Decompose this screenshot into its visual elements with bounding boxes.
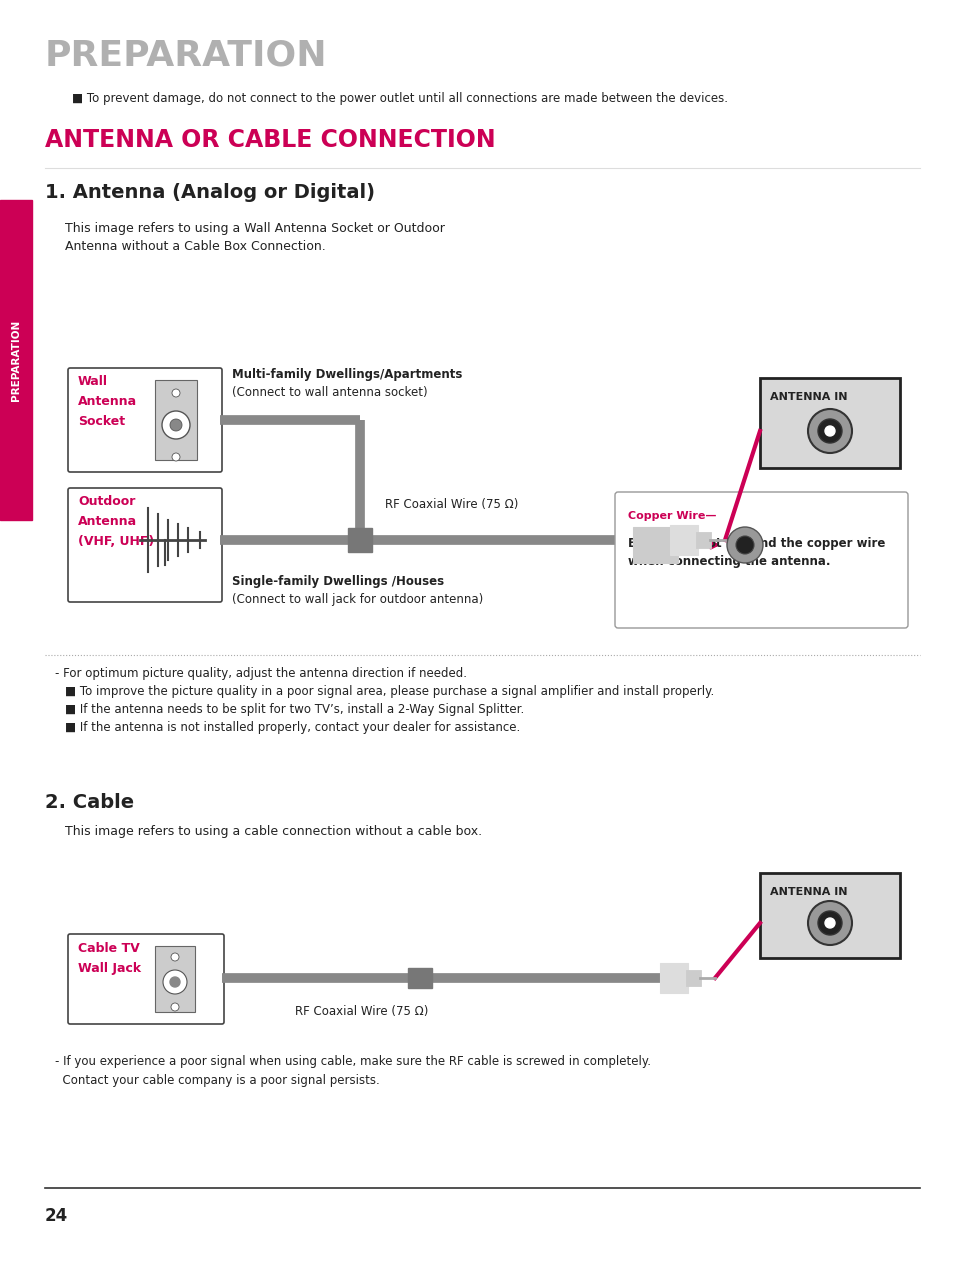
Text: ■ To prevent damage, do not connect to the power outlet until all connections ar: ■ To prevent damage, do not connect to t…	[71, 92, 727, 106]
Text: RF Coaxial Wire (75 Ω): RF Coaxial Wire (75 Ω)	[385, 499, 517, 511]
FancyBboxPatch shape	[615, 492, 907, 628]
Text: ANTENNA IN: ANTENNA IN	[769, 887, 846, 897]
Circle shape	[807, 901, 851, 945]
Text: 24: 24	[45, 1207, 69, 1225]
Text: RF Coaxial Wire (75 Ω): RF Coaxial Wire (75 Ω)	[294, 1005, 428, 1018]
Text: ■ If the antenna needs to be split for two TV’s, install a 2-Way Signal Splitter: ■ If the antenna needs to be split for t…	[65, 703, 524, 716]
Text: Copper Wire—: Copper Wire—	[627, 511, 716, 522]
Text: ANTENNA OR CABLE CONNECTION: ANTENNA OR CABLE CONNECTION	[45, 128, 496, 151]
Text: Antenna: Antenna	[78, 515, 137, 528]
Bar	[154, 380, 196, 460]
Text: ANTENNA IN: ANTENNA IN	[769, 392, 846, 402]
Circle shape	[170, 977, 180, 987]
Bar	[760, 873, 899, 958]
Text: when connecting the antenna.: when connecting the antenna.	[627, 555, 830, 569]
Circle shape	[824, 918, 834, 929]
Bar	[154, 946, 194, 1013]
FancyBboxPatch shape	[68, 934, 224, 1024]
Text: - For optimum picture quality, adjust the antenna direction if needed.: - For optimum picture quality, adjust th…	[55, 667, 467, 681]
Text: Contact your cable company is a poor signal persists.: Contact your cable company is a poor sig…	[55, 1074, 379, 1088]
Bar	[0, 200, 32, 520]
Text: Multi-family Dwellings/Apartments: Multi-family Dwellings/Apartments	[232, 368, 462, 382]
Text: ■ To improve the picture quality in a poor signal area, please purchase a signal: ■ To improve the picture quality in a po…	[65, 686, 714, 698]
Text: ■ If the antenna is not installed properly, contact your dealer for assistance.: ■ If the antenna is not installed proper…	[65, 721, 519, 734]
Bar	[669, 525, 698, 555]
Circle shape	[807, 410, 851, 453]
Bar	[659, 963, 687, 993]
Text: Wall Jack: Wall Jack	[78, 962, 141, 976]
Circle shape	[817, 418, 841, 443]
Circle shape	[171, 953, 179, 962]
Circle shape	[172, 389, 180, 397]
Bar	[696, 532, 710, 548]
FancyBboxPatch shape	[68, 368, 222, 472]
Circle shape	[824, 426, 834, 436]
Text: (Connect to wall antenna socket): (Connect to wall antenna socket)	[232, 385, 427, 399]
Text: Wall: Wall	[78, 375, 108, 388]
Text: Cable TV: Cable TV	[78, 943, 139, 955]
Text: Socket: Socket	[78, 415, 125, 427]
Circle shape	[735, 536, 753, 555]
Text: Antenna: Antenna	[78, 396, 137, 408]
Circle shape	[172, 453, 180, 460]
Text: PREPARATION: PREPARATION	[11, 319, 21, 401]
Circle shape	[162, 411, 190, 439]
FancyBboxPatch shape	[68, 488, 222, 602]
Text: Outdoor: Outdoor	[78, 495, 135, 508]
Bar	[408, 968, 432, 988]
Text: PREPARATION: PREPARATION	[45, 38, 327, 73]
Bar	[676, 536, 691, 555]
Text: Antenna without a Cable Box Connection.: Antenna without a Cable Box Connection.	[65, 240, 325, 253]
Text: Single-family Dwellings /Houses: Single-family Dwellings /Houses	[232, 575, 444, 588]
Text: This image refers to using a cable connection without a cable box.: This image refers to using a cable conne…	[65, 826, 481, 838]
Bar	[348, 528, 372, 552]
Circle shape	[163, 971, 187, 993]
Text: This image refers to using a Wall Antenna Socket or Outdoor: This image refers to using a Wall Antenn…	[65, 223, 444, 235]
Bar	[760, 378, 899, 468]
Bar	[685, 971, 700, 986]
Bar	[633, 527, 678, 563]
Circle shape	[817, 911, 841, 935]
Circle shape	[726, 527, 762, 563]
Circle shape	[170, 418, 182, 431]
Text: (Connect to wall jack for outdoor antenna): (Connect to wall jack for outdoor antenn…	[232, 593, 483, 605]
Text: (VHF, UHF): (VHF, UHF)	[78, 536, 154, 548]
Text: - If you experience a poor signal when using cable, make sure the RF cable is sc: - If you experience a poor signal when u…	[55, 1054, 650, 1068]
Circle shape	[171, 1004, 179, 1011]
Text: 2. Cable: 2. Cable	[45, 792, 134, 812]
Text: 1. Antenna (Analog or Digital): 1. Antenna (Analog or Digital)	[45, 183, 375, 202]
Text: Be careful not to bend the copper wire: Be careful not to bend the copper wire	[627, 537, 884, 550]
